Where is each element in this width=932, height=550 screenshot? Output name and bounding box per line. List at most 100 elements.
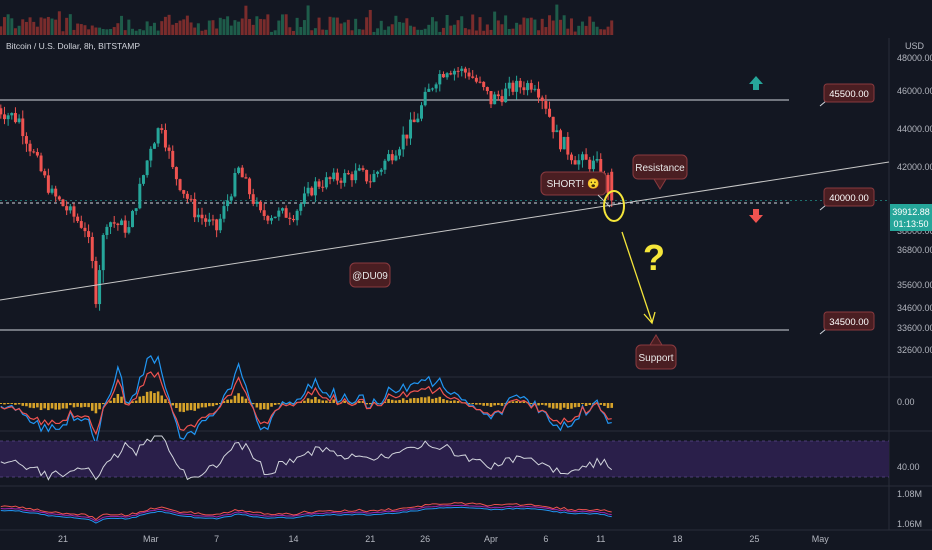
candle xyxy=(167,144,171,159)
candle xyxy=(493,91,497,105)
obv-line-blue xyxy=(0,506,612,524)
macd-hist-bar xyxy=(325,400,328,403)
candle xyxy=(332,168,336,182)
rsi-tick-label: 40.00 xyxy=(897,462,920,472)
candle xyxy=(0,104,3,119)
symbol-title: Bitcoin / U.S. Dollar, 8h, BITSTAMP xyxy=(6,41,140,51)
macd-hist-bar xyxy=(153,393,156,403)
volume-bar xyxy=(240,18,244,35)
candle xyxy=(123,215,127,238)
candle xyxy=(438,70,442,92)
time-tick-label: May xyxy=(812,534,830,544)
candle xyxy=(379,168,383,176)
volume-bar xyxy=(94,27,98,35)
candle xyxy=(134,208,138,215)
volume-bar xyxy=(496,20,500,35)
candle xyxy=(595,151,599,163)
candle xyxy=(182,189,186,199)
candle xyxy=(427,83,431,92)
level-label[interactable]: 34500.00 xyxy=(819,311,875,335)
macd-hist-bar xyxy=(142,395,145,403)
volume-bar xyxy=(200,30,204,35)
volume-bar xyxy=(207,20,211,35)
candle xyxy=(46,168,50,195)
volume-bar xyxy=(21,19,25,35)
volume-bar xyxy=(120,15,124,36)
volume-bar xyxy=(533,19,537,35)
volume-bar xyxy=(134,30,138,35)
macd-hist-bar xyxy=(25,403,28,407)
volume-bar xyxy=(573,31,577,35)
volume-bar xyxy=(332,17,336,35)
candle xyxy=(419,102,423,122)
macd-hist-bar xyxy=(244,398,248,403)
volume-bar xyxy=(562,15,566,36)
candle xyxy=(152,142,156,149)
candle xyxy=(65,201,69,216)
short-label: SHORT! 😮 xyxy=(540,171,611,208)
support-trendline[interactable] xyxy=(0,161,890,301)
candle xyxy=(273,216,277,219)
time-tick-label: 21 xyxy=(365,534,375,544)
candle xyxy=(163,123,167,152)
volume-bar xyxy=(109,28,113,35)
macd-hist-bar xyxy=(328,401,332,403)
candle xyxy=(354,163,358,184)
volume-bar xyxy=(193,27,197,35)
candle xyxy=(526,80,530,96)
volume-bar xyxy=(471,14,475,36)
level-label[interactable]: 40000.00 xyxy=(819,187,875,211)
macd-hist-bar xyxy=(94,403,98,414)
candle xyxy=(482,81,486,91)
candle xyxy=(500,89,504,106)
candle xyxy=(489,91,493,109)
volume-bar xyxy=(580,21,584,35)
volume-bar xyxy=(350,30,354,35)
candle xyxy=(98,264,102,311)
macd-hist-bar xyxy=(581,403,584,404)
volume-bar xyxy=(529,17,533,35)
candle xyxy=(537,81,541,103)
volume-bar xyxy=(361,29,365,35)
candle xyxy=(559,128,563,152)
candle xyxy=(321,180,325,192)
macd-hist-bar xyxy=(266,403,270,410)
candle xyxy=(87,224,91,244)
candle xyxy=(401,126,405,157)
time-tick-label: 7 xyxy=(214,534,219,544)
volume-bar xyxy=(551,20,555,35)
time-tick-label: 14 xyxy=(288,534,298,544)
volume-bar xyxy=(595,26,599,35)
volume-bar xyxy=(398,22,402,35)
volume-bar xyxy=(233,20,237,35)
candle xyxy=(460,65,464,77)
candle xyxy=(131,209,135,228)
candle xyxy=(562,136,566,150)
level-label[interactable]: 45500.00 xyxy=(819,83,875,107)
candle xyxy=(83,222,87,238)
candle xyxy=(171,145,175,170)
volume-bar xyxy=(131,28,135,35)
macd-hist-bar xyxy=(555,403,559,409)
volume-bar xyxy=(123,30,127,35)
volume-bar xyxy=(482,30,486,35)
candle xyxy=(196,208,200,223)
candle xyxy=(145,160,149,178)
candle xyxy=(350,171,354,187)
candle xyxy=(515,75,519,100)
candle xyxy=(478,76,482,84)
price-tick-label: 44000.00 xyxy=(897,124,932,134)
resistance-text: Resistance xyxy=(635,163,685,174)
volume-bar xyxy=(65,17,69,35)
candle xyxy=(387,149,391,162)
candle xyxy=(584,148,588,160)
macd-hist-bar xyxy=(200,403,204,408)
volume-bar xyxy=(156,30,160,35)
candle xyxy=(262,203,266,221)
candle xyxy=(569,152,573,165)
currency-label: USD xyxy=(905,41,925,51)
candle xyxy=(244,173,248,179)
candle xyxy=(207,212,211,226)
